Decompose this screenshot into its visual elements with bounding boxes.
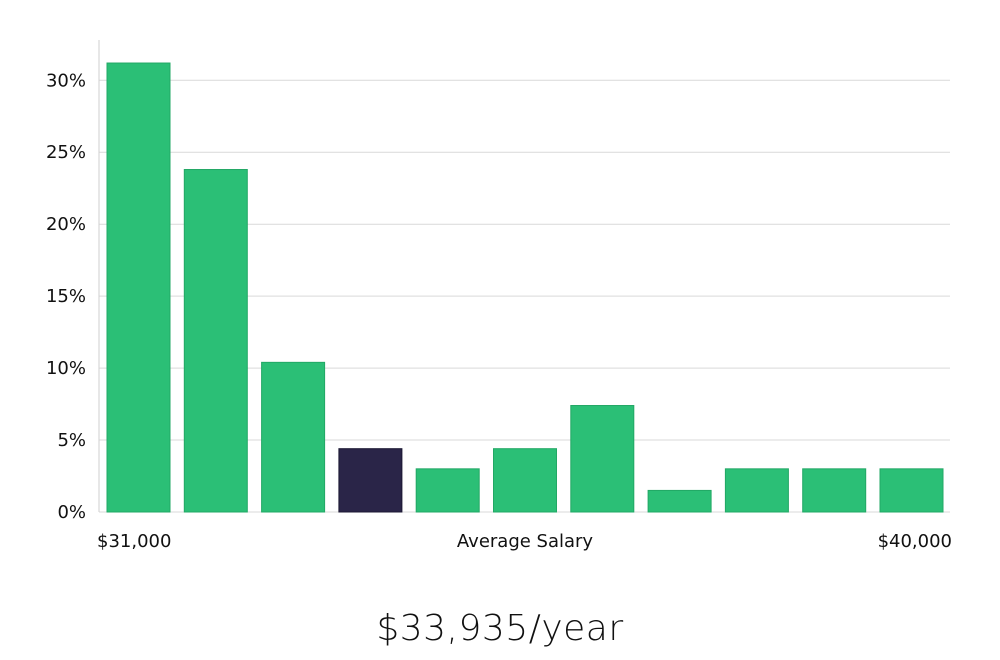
bar	[570, 405, 635, 513]
bar	[183, 169, 248, 513]
x-axis-title: Average Salary	[457, 531, 594, 552]
bar	[802, 468, 867, 513]
bars	[106, 62, 944, 513]
y-tick-label: 5%	[57, 430, 86, 451]
x-max-label: $40,000	[878, 531, 952, 552]
bar	[106, 62, 171, 513]
y-axis-ticks: 0% 5% 10% 15% 20% 25% 30%	[46, 70, 86, 523]
x-min-label: $31,000	[97, 531, 171, 552]
y-tick-label: 30%	[46, 70, 86, 91]
y-tick-label: 20%	[46, 214, 86, 235]
y-tick-label: 0%	[57, 502, 86, 523]
y-tick-label: 15%	[46, 286, 86, 307]
bar	[724, 468, 789, 513]
y-tick-label: 25%	[46, 142, 86, 163]
bar	[879, 468, 944, 513]
bar-highlighted	[338, 448, 403, 513]
y-tick-label: 10%	[46, 358, 86, 379]
histogram-chart: 0% 5% 10% 15% 20% 25% 30% $31,000 Average Sala…	[46, 40, 952, 552]
bar	[493, 448, 557, 513]
bar	[647, 489, 712, 513]
bar	[415, 468, 480, 513]
bar	[261, 361, 326, 513]
average-salary-value: $33,935/year	[376, 608, 624, 649]
